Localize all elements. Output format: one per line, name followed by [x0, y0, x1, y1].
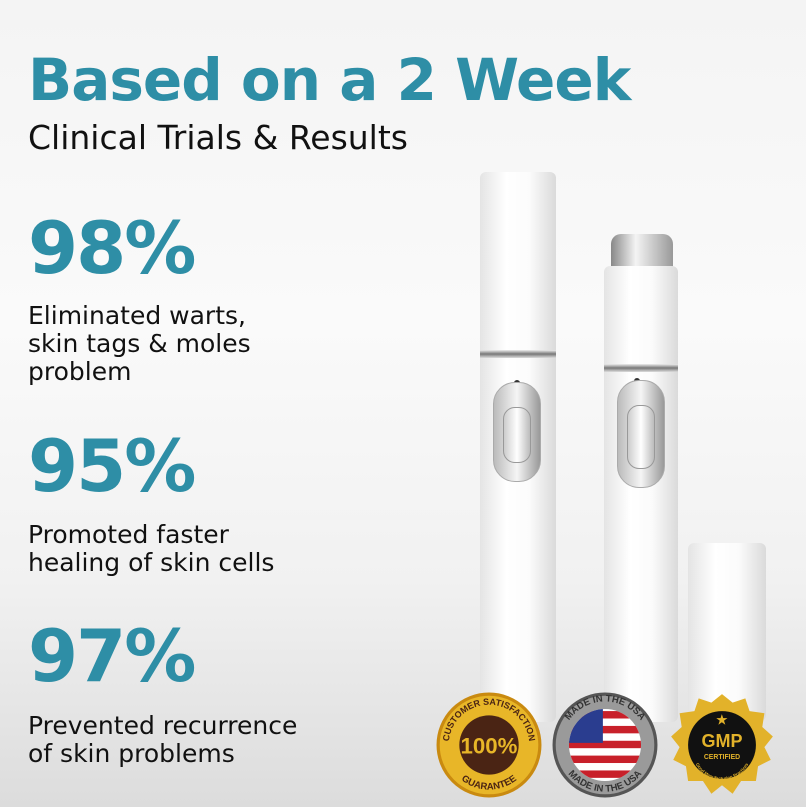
desc-line: healing of skin cells [28, 548, 275, 577]
pen-uncapped [604, 266, 678, 722]
desc-line: Eliminated warts, [28, 301, 246, 330]
stat-description: Promoted faster healing of skin cells [28, 521, 274, 577]
stat-description: Eliminated warts, skin tags & moles prob… [28, 302, 251, 386]
badge-center-text: 100% [461, 733, 518, 758]
badge-sub-text: CERTIFIED [704, 754, 740, 761]
star-icon: ★ [716, 712, 728, 727]
stat-description: Prevented recurrence of skin problems [28, 712, 297, 768]
desc-line: skin tags & moles [28, 329, 251, 358]
stat-value: 95% [28, 424, 196, 508]
badge-center-text: GMP [701, 731, 742, 751]
pen-cap [688, 543, 766, 721]
pen-with-cap [480, 172, 556, 722]
headline: Based on a 2 Week [28, 46, 631, 114]
gmp-certified-badge: ★ GMP CERTIFIED Good Manufacturing Pract… [671, 694, 773, 794]
subheadline: Clinical Trials & Results [28, 118, 408, 157]
stat-value: 98% [28, 206, 196, 290]
metal-tip [611, 234, 673, 268]
desc-line: problem [28, 357, 132, 386]
stat-value: 97% [28, 614, 196, 698]
desc-line: Prevented recurrence [28, 711, 298, 740]
made-in-usa-badge: MADE IN THE USA MADE IN THE USA [552, 692, 658, 798]
desc-line: of skin problems [28, 739, 235, 768]
satisfaction-guarantee-badge: CUSTOMER SATISFACTION 100% GUARANTEE [436, 692, 542, 798]
desc-line: Promoted faster [28, 520, 229, 549]
